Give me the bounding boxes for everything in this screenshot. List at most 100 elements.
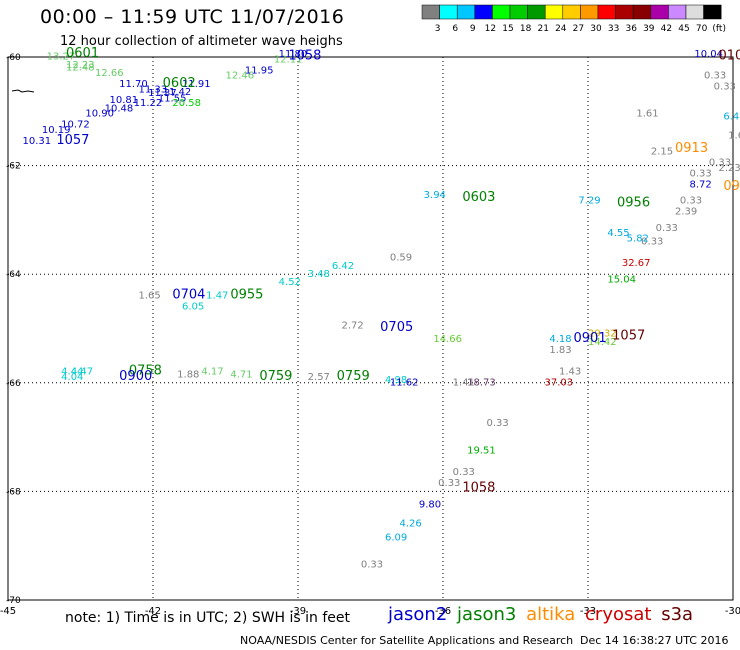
swh-value: 3.94 xyxy=(424,190,446,201)
swh-value: 11.95 xyxy=(245,65,274,76)
scale-label: 27 xyxy=(573,24,584,34)
y-tick-label: -70 xyxy=(6,596,21,606)
swh-value: 4.17 xyxy=(201,367,223,378)
swh-value: 1.41 xyxy=(453,378,475,389)
scale-label: 42 xyxy=(661,24,672,34)
time-label: 0956 xyxy=(617,195,650,210)
time-label: 0758 xyxy=(129,364,162,379)
swh-value: 4.26 xyxy=(400,519,422,530)
swh-value: 12.48 xyxy=(66,63,95,74)
swh-value: 0.33 xyxy=(641,236,663,247)
time-label: 0759 xyxy=(337,369,370,384)
swh-value: 0.33 xyxy=(704,71,726,82)
swh-value: 2.15 xyxy=(651,147,673,158)
swh-value: 6.09 xyxy=(385,532,407,543)
swh-value: 2.57 xyxy=(308,372,330,383)
legend-jason3: jason3 xyxy=(457,604,517,625)
color-scale: 3 6 9 12 15 18 21 24 27 30 33 36 39 42 45 70 (ft) xyxy=(421,4,726,34)
time-label: 0602 xyxy=(163,76,196,91)
swh-value: 4.52 xyxy=(279,277,301,288)
time-label: 1058 xyxy=(288,49,321,64)
swh-value: 2.23 xyxy=(719,163,740,174)
legend-jason2: jason2 xyxy=(388,604,448,625)
swh-value: 1.88 xyxy=(177,369,199,380)
swh-value: 11.70 xyxy=(119,79,148,90)
swh-value: 4.71 xyxy=(230,369,252,380)
time-label: 1058 xyxy=(462,480,495,495)
legend-s3a: s3a xyxy=(661,604,694,625)
y-tick-label: -60 xyxy=(6,53,21,63)
swh-value: 10.04 xyxy=(694,49,723,60)
swh-value: 2.39 xyxy=(675,206,697,217)
scale-label: 12 xyxy=(485,24,496,34)
swh-value: 18.73 xyxy=(467,378,496,389)
time-label: 0913 xyxy=(675,141,708,156)
scale-label: 39 xyxy=(643,24,655,34)
scale-label: 6 xyxy=(452,24,458,34)
swh-value: 0.33 xyxy=(487,418,509,429)
swh-value: 4.55 xyxy=(607,228,629,239)
swh-value: 0.33 xyxy=(438,478,460,489)
swh-value: 0.33 xyxy=(656,223,678,234)
scale-label: 24 xyxy=(555,24,567,34)
scale-label: 21 xyxy=(537,24,548,34)
scale-swatch xyxy=(703,4,722,20)
swh-value: 11.55 xyxy=(158,94,187,105)
time-label: 0955 xyxy=(230,288,263,303)
scale-label: 9 xyxy=(470,24,476,34)
scale-label: 3 xyxy=(435,24,441,34)
footer-timestamp: Dec 14 16:38:27 UTC 2016 xyxy=(580,634,729,647)
swh-value: 0.59 xyxy=(390,253,412,264)
swh-value: 14.66 xyxy=(433,334,462,345)
time-label: 0759 xyxy=(259,369,292,384)
x-tick-label: -39 xyxy=(290,606,306,617)
legend-cryosat: cryosat xyxy=(585,604,652,625)
time-label: 091 xyxy=(723,179,740,194)
swh-value: 0.33 xyxy=(453,467,475,478)
swh-value: 10.90 xyxy=(85,109,114,120)
swh-value: 11.42 xyxy=(163,87,192,98)
swh-value: 29.32 xyxy=(588,329,617,340)
swh-value: 4.47 xyxy=(71,367,93,378)
swh-value: 2.72 xyxy=(342,321,364,332)
swh-value: 32.67 xyxy=(622,258,651,269)
swh-value: 4.44 xyxy=(61,367,83,378)
scale-label: 45 xyxy=(678,24,689,34)
swh-value: 1.61 xyxy=(636,109,658,120)
scale-label: 15 xyxy=(502,24,513,34)
swh-value: 4.98 xyxy=(385,375,407,386)
swh-value: 6.05 xyxy=(182,301,204,312)
swh-value: 37.03 xyxy=(545,378,574,389)
footer-credit: NOAA/NESDIS Center for Satellite Applica… xyxy=(240,634,574,647)
swh-value: 11.22 xyxy=(134,98,163,109)
y-tick-label: -62 xyxy=(6,162,21,172)
swh-value: 1.6 xyxy=(728,130,740,141)
time-label: 0705 xyxy=(380,320,413,335)
swh-value: 1.47 xyxy=(206,291,228,302)
time-label: 0601 xyxy=(66,46,99,61)
scale-label: 18 xyxy=(520,24,532,34)
swh-value: 0.33 xyxy=(361,559,383,570)
swh-value: 14.42 xyxy=(588,337,617,348)
swh-value: 20.58 xyxy=(172,98,201,109)
swh-value: 12.66 xyxy=(95,68,124,79)
time-label: 0901 xyxy=(574,331,607,346)
legend-altika: altika xyxy=(526,604,576,625)
swh-value: 10.48 xyxy=(105,103,134,114)
x-tick-label: -36 xyxy=(435,606,451,617)
time-label: 1057 xyxy=(56,133,89,148)
swh-value: 1.65 xyxy=(139,291,161,302)
swh-value: 10.19 xyxy=(42,125,71,136)
plot-frame xyxy=(7,56,734,601)
y-tick-label: -64 xyxy=(6,270,21,280)
scale-label: 36 xyxy=(625,24,637,34)
swh-value: 12.23 xyxy=(66,60,95,71)
swh-value: 6.42 xyxy=(332,261,354,272)
swh-value: 0.33 xyxy=(714,82,736,93)
swh-value: 11.33 xyxy=(139,84,168,95)
swh-value: 3.48 xyxy=(308,269,330,280)
time-label: 0704 xyxy=(172,288,205,303)
